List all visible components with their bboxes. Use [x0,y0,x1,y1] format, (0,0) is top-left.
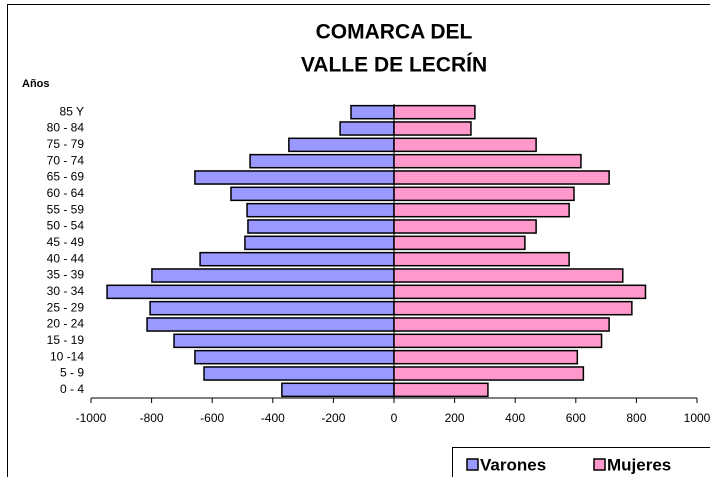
y-tick-label: 35 - 39 [47,268,85,282]
y-tick-label: 65 - 69 [47,170,85,184]
x-tick-label: -800 [140,411,164,425]
bar [244,235,395,251]
bar [393,284,647,300]
bar [393,333,603,349]
x-tick-label: 1000 [684,411,710,425]
y-tick-label: 80 - 84 [47,121,85,135]
y-tick-label: 10 -14 [50,349,84,363]
bar [246,202,395,218]
y-tick-label: 5 - 9 [60,366,84,380]
bar [151,268,395,283]
y-tick-label: 85 Y [60,104,84,118]
bar [199,251,395,267]
y-tick-label: 75 - 79 [47,137,85,151]
bar [393,251,570,267]
bar [393,268,624,283]
chart-title: COMARCA DEL [316,21,473,44]
x-tick-label: 600 [566,411,586,425]
bar [393,219,537,234]
bar [230,186,395,202]
y-tick-label: 25 - 29 [47,300,85,314]
bar [393,235,526,251]
y-tick-label: 45 - 49 [47,235,85,249]
y-tick-label: 30 - 34 [47,284,85,298]
y-tick-label: 50 - 54 [47,219,85,233]
bar [288,137,395,153]
bar [281,382,395,398]
y-tick-label: 70 - 74 [47,153,85,167]
bar [350,104,395,120]
bar [393,121,472,136]
y-tick-label: 20 - 24 [47,317,85,331]
x-tick-label: -400 [261,411,285,425]
x-tick-label: -600 [200,411,224,425]
legend-swatch [593,458,606,471]
bar [393,137,537,153]
legend-label: Mujeres [607,455,671,474]
chart-title: VALLE DE LECRÍN [301,54,487,77]
y-tick-label: 55 - 59 [47,202,85,216]
bar [247,219,395,234]
bar [393,349,579,365]
legend-label: Varones [480,455,546,474]
x-tick-label: 400 [505,411,525,425]
y-tick-label: 15 - 19 [47,333,85,347]
y-tick-label: 60 - 64 [47,186,85,200]
x-tick-label: -1000 [76,411,107,425]
x-tick-label: 0 [391,411,398,425]
y-axis-label: Años [22,78,50,90]
bar [393,317,610,332]
bar [194,170,395,185]
bar [393,104,476,120]
bar [106,284,395,300]
y-tick-label: 40 - 44 [47,251,85,265]
bar [393,202,570,218]
x-tick-label: -200 [321,411,345,425]
bar [149,300,395,316]
bar [146,317,395,332]
legend-swatch [466,458,479,471]
legend-box [452,447,710,477]
bar [203,366,395,381]
bar [173,333,395,349]
bar [393,300,633,316]
y-tick-label: 0 - 4 [60,382,84,396]
bar [393,366,585,381]
bar [393,382,489,398]
x-tick-label: 800 [626,411,646,425]
bar [393,170,610,185]
bar [393,186,575,202]
bar [339,121,395,136]
x-tick-label: 200 [445,411,465,425]
bar [393,153,582,169]
bar [249,153,395,169]
bar [194,349,395,365]
